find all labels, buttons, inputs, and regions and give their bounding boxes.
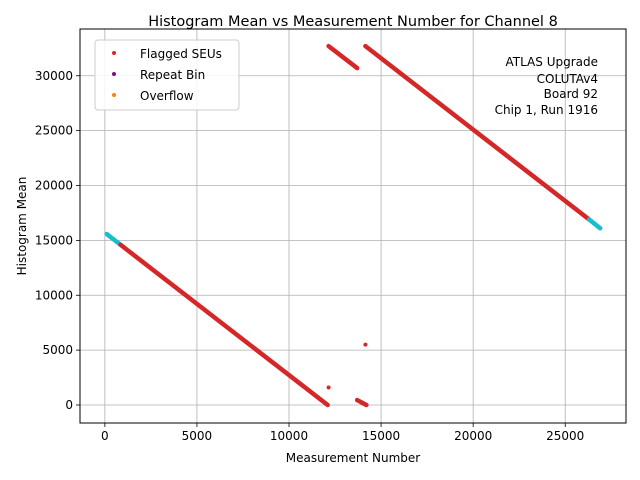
series-segment bbox=[326, 43, 360, 71]
y-tick-label: 5000 bbox=[42, 343, 73, 357]
grid-lines bbox=[80, 29, 626, 423]
y-axis-ticks: 0 5000 10000 15000 20000 25000 30000 bbox=[35, 69, 80, 412]
legend-marker bbox=[112, 93, 116, 97]
y-tick-label: 15000 bbox=[35, 233, 73, 247]
y-tick-label: 10000 bbox=[35, 288, 73, 302]
x-axis-label: Measurement Number bbox=[286, 451, 420, 465]
plot-frame bbox=[79, 28, 627, 424]
legend-label: Overflow bbox=[140, 89, 194, 103]
legend-label: Flagged SEUs bbox=[140, 47, 222, 61]
x-tick-label: 10000 bbox=[270, 429, 308, 443]
x-tick-label: 5000 bbox=[182, 429, 213, 443]
chart-title: Histogram Mean vs Measurement Number for… bbox=[148, 14, 558, 30]
y-tick-label: 0 bbox=[65, 398, 73, 412]
y-tick-label: 20000 bbox=[35, 179, 73, 193]
series-segment bbox=[118, 242, 330, 408]
y-axis-label: Histogram Mean bbox=[15, 177, 29, 276]
legend-marker bbox=[112, 72, 116, 76]
annotation-line-1: ATLAS Upgrade bbox=[505, 55, 598, 69]
annotation-line-2: COLUTAv4 bbox=[537, 72, 598, 86]
x-tick-label: 0 bbox=[101, 429, 109, 443]
annotation-line-3: Board 92 bbox=[544, 87, 598, 101]
data-series bbox=[104, 43, 603, 408]
y-tick-label: 30000 bbox=[35, 69, 73, 83]
outlier-point bbox=[326, 385, 331, 390]
series-segment bbox=[104, 231, 123, 248]
x-tick-label: 20000 bbox=[454, 429, 492, 443]
x-tick-label: 25000 bbox=[546, 429, 584, 443]
x-tick-label: 15000 bbox=[362, 429, 400, 443]
annotation-line-4: Chip 1, Run 1916 bbox=[495, 103, 598, 117]
series-segment bbox=[354, 397, 369, 408]
legend-label: Repeat Bin bbox=[140, 68, 205, 82]
outlier-point bbox=[363, 342, 368, 347]
x-axis-ticks: 0 5000 10000 15000 20000 25000 bbox=[101, 423, 584, 443]
legend: Flagged SEUs Repeat Bin Overflow bbox=[94, 39, 240, 111]
legend-box bbox=[94, 39, 240, 111]
y-tick-label: 25000 bbox=[35, 124, 73, 138]
legend-marker bbox=[112, 51, 116, 55]
annotation-text: ATLAS Upgrade COLUTAv4 Board 92 Chip 1, … bbox=[495, 55, 598, 117]
series-segment bbox=[363, 43, 592, 222]
series-segment bbox=[586, 217, 603, 231]
